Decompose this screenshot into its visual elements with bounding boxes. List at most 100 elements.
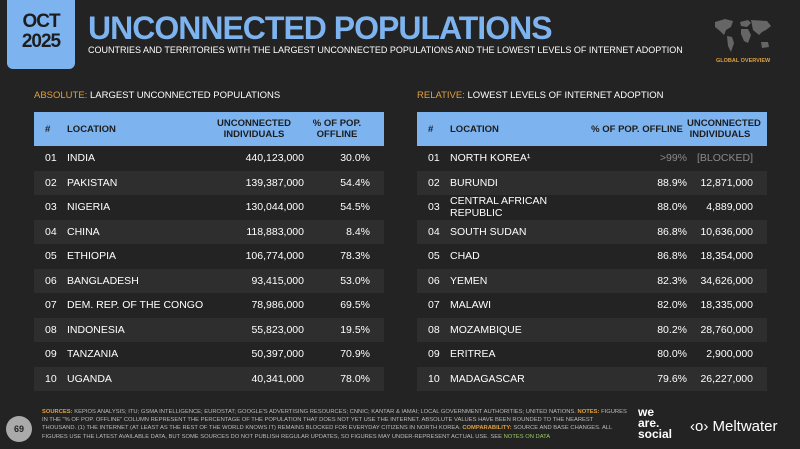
table-cell: 08: [45, 323, 57, 336]
we-are-social-logo: we are. social: [638, 405, 673, 441]
sources-key: SOURCES:: [42, 409, 73, 415]
relative-key: RELATIVE:: [417, 90, 465, 101]
comparability-text: SOURCE AND BASE CHANGES. ALL FIGURES USE…: [42, 425, 613, 440]
table-cell: ERITREA: [450, 348, 496, 361]
table-cell: BANGLADESH: [67, 274, 139, 287]
column-header: #: [428, 123, 434, 135]
table-cell: 19.5%: [340, 323, 370, 336]
column-header: UNCONNECTED INDIVIDUALS: [687, 118, 761, 140]
table-cell: 18,354,000: [700, 250, 753, 263]
table-cell: 09: [428, 348, 440, 361]
absolute-key: ABSOLUTE:: [34, 90, 88, 101]
table-cell: 30.0%: [340, 152, 370, 165]
table-cell: 18,335,000: [700, 299, 753, 312]
absolute-label: LARGEST UNCONNECTED POPULATIONS: [89, 90, 281, 101]
table-cell: 03: [428, 201, 440, 214]
table-cell: ETHIOPIA: [67, 250, 117, 263]
date-month: OCT: [22, 11, 60, 32]
column-header: LOCATION: [67, 123, 116, 135]
table-cell: 2,900,000: [706, 348, 753, 361]
table-cell: 04: [428, 225, 440, 238]
table-cell: 86.8%: [657, 225, 687, 238]
table-cell: CENTRAL AFRICAN REPUBLIC: [450, 195, 548, 220]
table-cell: BURUNDI: [450, 176, 498, 189]
table-cell: 08: [428, 323, 440, 336]
global-overview-label: GLOBAL OVERVIEW: [716, 58, 771, 64]
table-cell: 130,044,000: [245, 201, 304, 214]
notes-key: NOTES:: [577, 409, 600, 415]
table-row: 04 CHINA 118,883,000 8.4%: [34, 219, 384, 244]
footer-notes: SOURCES: KEPIOS ANALYSIS; ITU; GSMA INTE…: [42, 408, 627, 441]
table-cell: INDIA: [67, 152, 96, 165]
meltwater-text: Meltwater: [712, 418, 778, 435]
table-cell: 34,626,000: [700, 274, 753, 287]
table-cell: TANZANIA: [67, 348, 119, 361]
table-header: # LOCATION % OF POP. OFFLINE UNCONNECTED IN…: [417, 112, 767, 146]
table-cell: 55,823,000: [251, 323, 304, 336]
table-cell: 80.2%: [657, 323, 687, 336]
table-cell: 28,760,000: [700, 323, 753, 336]
date-year: 2025: [21, 31, 61, 52]
table-cell: 07: [428, 299, 440, 312]
table-cell: 02: [45, 176, 57, 189]
table-row: 03 NIGERIA 130,044,000 54.5%: [34, 195, 384, 220]
table-cell: 82.0%: [657, 299, 687, 312]
relative-section-title: RELATIVE: LOWEST LEVELS OF INTERNET ADOP…: [417, 90, 664, 101]
table-cell: 10: [428, 372, 440, 385]
table-row: 04 SOUTH SUDAN 86.8% 10,636,000: [417, 219, 767, 244]
comparability-key: COMPARABILITY:: [462, 425, 512, 432]
table-cell: 440,123,000: [245, 152, 304, 165]
table-cell: 12,871,000: [700, 176, 753, 189]
table-cell: 69.5%: [340, 299, 370, 312]
table-cell: YEMEN: [450, 274, 488, 287]
table-cell: 4,889,000: [706, 201, 753, 214]
table-cell: 8.4%: [346, 225, 370, 238]
table-cell: 01: [428, 152, 440, 165]
notes-on-data-link[interactable]: NOTES ON DATA: [503, 433, 551, 440]
table-row: 02 PAKISTAN 139,387,000 54.4%: [34, 170, 384, 195]
table-cell: CHAD: [450, 250, 480, 263]
table-cell: MALAWI: [450, 299, 492, 312]
table-cell: DEM. REP. OF THE CONGO: [67, 299, 204, 312]
table-cell: 88.9%: [657, 176, 687, 189]
table-row: 08 MOZAMBIQUE 80.2% 28,760,000: [417, 317, 767, 342]
absolute-section-title: ABSOLUTE: LARGEST UNCONNECTED POPULATION…: [34, 90, 280, 101]
table-row: 09 ERITREA 80.0% 2,900,000: [417, 342, 767, 367]
page-number: 69: [6, 416, 32, 442]
relative-table: # LOCATION % OF POP. OFFLINE UNCONNECTED IN…: [417, 112, 767, 391]
column-header: LOCATION: [450, 123, 499, 135]
table-cell: 70.9%: [340, 348, 370, 361]
relative-label: LOWEST LEVELS OF INTERNET ADOPTION: [467, 90, 664, 101]
table-row: 05 CHAD 86.8% 18,354,000: [417, 244, 767, 269]
date-badge: OCT 2025: [7, 0, 75, 69]
table-row: 06 BANGLADESH 93,415,000 53.0%: [34, 268, 384, 293]
table-cell: 40,341,000: [251, 372, 304, 385]
table-cell: 78,986,000: [251, 299, 304, 312]
table-cell: 106,774,000: [245, 250, 304, 263]
table-row: 01 INDIA 440,123,000 30.0%: [34, 146, 384, 171]
notes-text: FIGURES IN THE "% OF POP. OFFLINE" COLUM…: [42, 409, 627, 432]
absolute-table: # LOCATION UNCONNECTED INDIVIDUALS % OF POP…: [34, 112, 384, 391]
table-cell: 78.0%: [340, 372, 370, 385]
table-cell: 10: [45, 372, 57, 385]
table-row: 08 INDONESIA 55,823,000 19.5%: [34, 317, 384, 342]
table-cell: 86.8%: [657, 250, 687, 263]
table-cell: 80.0%: [657, 348, 687, 361]
table-cell: PAKISTAN: [67, 176, 118, 189]
table-cell: 54.5%: [340, 201, 370, 214]
table-cell: 82.3%: [657, 274, 687, 287]
table-cell: >99%: [659, 152, 687, 165]
table-cell: 118,883,000: [246, 225, 304, 238]
table-cell: 26,227,000: [700, 372, 753, 385]
table-row: 07 DEM. REP. OF THE CONGO 78,986,000 69.5%: [34, 293, 384, 318]
sources-text: KEPIOS ANALYSIS; ITU; GSMA INTELLIGENCE;…: [74, 409, 576, 415]
table-cell: 06: [428, 274, 440, 287]
table-cell: NORTH KOREA¹: [450, 152, 531, 165]
table-cell: 79.6%: [657, 372, 687, 385]
table-cell: 07: [45, 299, 57, 312]
table-cell: UGANDA: [67, 372, 112, 385]
table-header: # LOCATION UNCONNECTED INDIVIDUALS % OF POP…: [34, 112, 384, 146]
table-row: 03 CENTRAL AFRICAN REPUBLIC 88.0% 4,889,000: [417, 195, 767, 220]
table-cell: NIGERIA: [67, 201, 111, 214]
table-cell: 78.3%: [340, 250, 370, 263]
